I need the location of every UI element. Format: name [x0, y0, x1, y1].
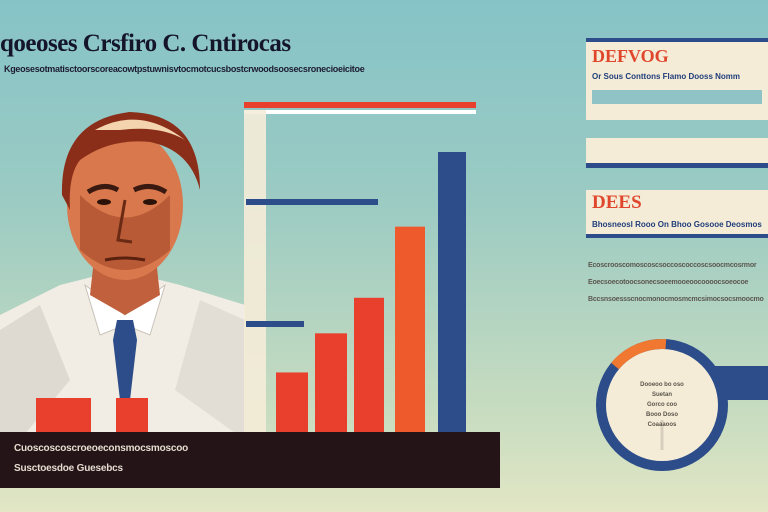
donut-label-4: Booo Doso [646, 412, 678, 418]
card1-bar [592, 90, 762, 104]
donut-label-5: Coaaaoos [647, 422, 677, 428]
chart-bar [276, 372, 308, 440]
chart-bar [395, 226, 425, 440]
donut-label-3: Gorco coo [646, 402, 677, 408]
text-line-1: Ecoscrooscomoscoscsoccoscoccoscsoocmcosr… [588, 262, 757, 269]
page-subtitle: Kgeosesotmatisctoorscoreacowtpstuwnisvto… [4, 64, 365, 74]
text-line-2: Eoecsoecotoocsonecsoeemooeoocoooocsoeoco… [588, 279, 749, 286]
portrait-illustration [0, 112, 245, 440]
chart-bar [438, 152, 466, 440]
text-line-3: Bccsnsoessscnocmonocmosmcmcsimocsocsmooc… [588, 296, 764, 303]
card2-heading: DEES [592, 192, 642, 213]
info-card-1: DEFVOG Or Sous Conttons Flamo Dooss Nomm [586, 38, 768, 120]
caption-bar [0, 432, 500, 488]
info-card-2: DEES Bhosneosl Rooo On Bhoo Gosooe Deosm… [586, 190, 768, 238]
info-strip [586, 138, 768, 168]
page-title: qoeoses Crsfiro C. Cntirocas [0, 30, 291, 57]
donut-label-2: Suetan [651, 392, 672, 398]
chart-bar [315, 333, 347, 440]
card2-line: Bhosneosl Rooo On Bhoo Gosooe Deosmos [592, 220, 762, 229]
card1-line: Or Sous Conttons Flamo Dooss Nomm [592, 72, 741, 81]
caption-line-1: Cuoscoscoscroeoeconsmocsmoscoo [14, 443, 189, 454]
chart-bar [354, 297, 384, 440]
card1-heading: DEFVOG [592, 46, 669, 66]
caption-line-2: Susctoesdoe Guesebcs [14, 463, 123, 474]
donut-label-1: Dooeoo bo oso [640, 382, 684, 388]
